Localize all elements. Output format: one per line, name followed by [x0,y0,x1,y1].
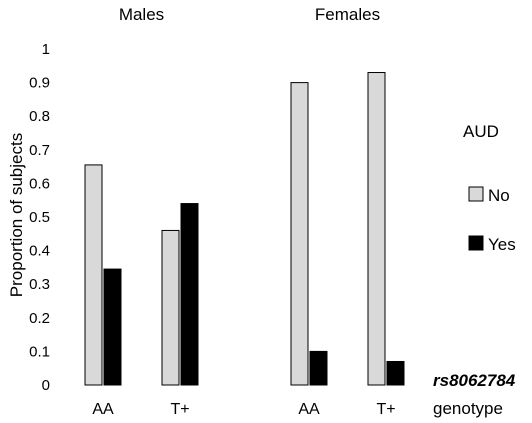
legend-label-no: No [488,186,510,205]
bar-yes-3 [309,350,328,386]
y-tick-label: 0.9 [29,75,50,92]
y-tick-label: 0.4 [29,243,50,260]
bar-yes-2 [180,203,199,386]
legend-title: AUD [463,122,499,141]
y-axis: 0 0.1 0.2 0.3 0.4 0.5 0.6 0.7 0.8 0.9 1 [29,41,50,394]
x-axis-label-genotype: genotype [433,399,503,418]
y-tick-label: 0.3 [29,276,50,293]
bar-no-3 [290,82,309,386]
legend-swatch-no [468,186,484,202]
y-tick-label: 0.8 [29,108,50,125]
y-axis-label: Proportion of subjects [7,133,26,297]
bar-yes-4 [386,360,405,386]
legend: AUD No Yes [463,122,516,254]
group-labels: Males Females [119,5,380,24]
y-tick-label: 0 [42,377,50,394]
y-tick-label: 1 [42,41,50,58]
x-tick-label: AA [92,401,114,418]
x-tick-label: T+ [170,401,189,418]
bar-no-2 [161,229,180,386]
bar-no-1 [84,164,103,386]
x-axis-labels: AA T+ AA T+ [92,401,395,418]
y-tick-label: 0.5 [29,209,50,226]
group-label-females: Females [315,5,380,24]
y-tick-label: 0.2 [29,310,50,327]
bar-yes-1 [103,268,122,386]
legend-swatch-yes [468,235,484,251]
bar-no-4 [367,72,386,386]
x-tick-label: AA [298,401,320,418]
y-tick-label: 0.1 [29,343,50,360]
y-tick-label: 0.7 [29,142,50,159]
y-tick-label: 0.6 [29,175,50,192]
x-tick-label: T+ [376,401,395,418]
legend-label-yes: Yes [488,235,516,254]
group-label-males: Males [119,5,164,24]
bars [84,72,405,386]
x-axis-label-gene: rs8062784 [433,371,516,390]
